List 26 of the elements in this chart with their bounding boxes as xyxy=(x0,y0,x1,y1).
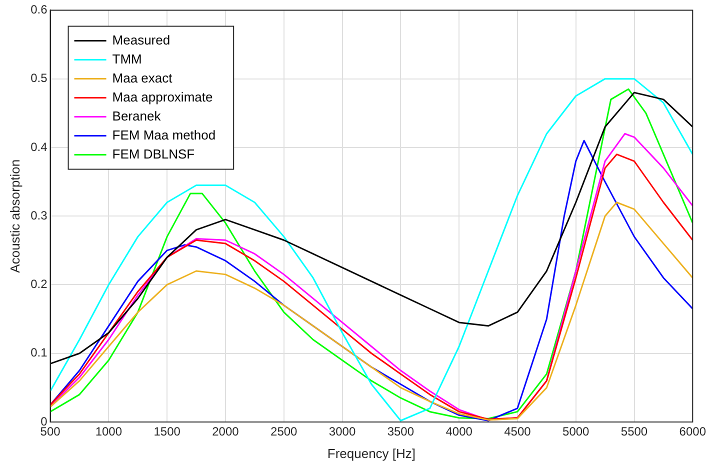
y-tick-label: 0.5 xyxy=(30,71,48,86)
legend-label: FEM DBLNSF xyxy=(112,146,195,162)
y-tick-label: 0.6 xyxy=(30,2,48,17)
x-tick-label: 5500 xyxy=(620,424,648,439)
x-tick-label: 1500 xyxy=(154,424,181,439)
y-tick-label: 0.3 xyxy=(30,208,48,222)
legend-label: Beranek xyxy=(112,108,162,124)
x-tick-label: 4000 xyxy=(446,424,473,439)
y-tick-label: 0.4 xyxy=(30,140,48,154)
x-tick-label: 1000 xyxy=(95,424,122,439)
legend-label: FEM Maa method xyxy=(112,127,216,142)
legend-label: Measured xyxy=(112,32,170,48)
legend-label: Maa exact xyxy=(112,70,173,86)
x-tick-label: 5000 xyxy=(562,424,590,439)
x-tick-label: 3500 xyxy=(387,424,414,439)
x-axis-title: Frequency [Hz] xyxy=(327,446,416,461)
y-tick-label: 0.1 xyxy=(30,346,48,360)
legend-label: Maa approximate xyxy=(112,89,213,104)
y-axis-title: Acoustic absorption xyxy=(7,159,22,273)
x-tick-label: 2000 xyxy=(212,424,240,439)
x-tick-label: 3000 xyxy=(328,424,356,439)
x-tick-label: 4500 xyxy=(504,424,532,439)
y-tick-label: 0.2 xyxy=(30,277,48,292)
x-tick-label: 2500 xyxy=(270,424,298,439)
legend-label: TMM xyxy=(112,51,142,66)
x-tick-label: 6000 xyxy=(679,424,706,439)
